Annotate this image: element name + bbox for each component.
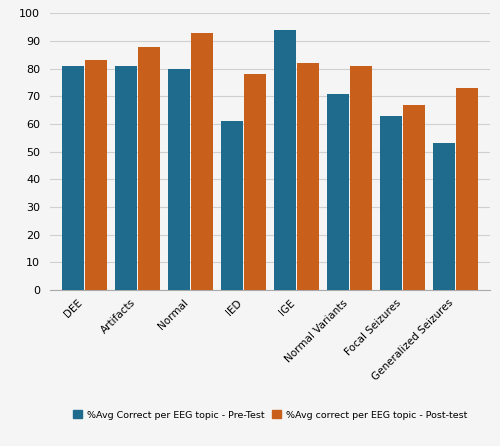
Bar [297,63,319,290]
Bar [456,88,478,290]
Bar [433,143,456,290]
Bar [84,60,107,290]
Bar [327,94,349,290]
Bar [244,74,266,290]
Bar [274,30,296,290]
Bar [62,66,84,290]
Bar [380,116,402,290]
Bar [221,121,243,290]
Bar [350,66,372,290]
Legend: %Avg Correct per EEG topic - Pre-Test, %Avg correct per EEG topic - Post-test: %Avg Correct per EEG topic - Pre-Test, %… [69,407,471,423]
Bar [168,69,190,290]
Bar [115,66,137,290]
Bar [138,46,160,290]
Bar [403,105,425,290]
Bar [190,33,213,290]
